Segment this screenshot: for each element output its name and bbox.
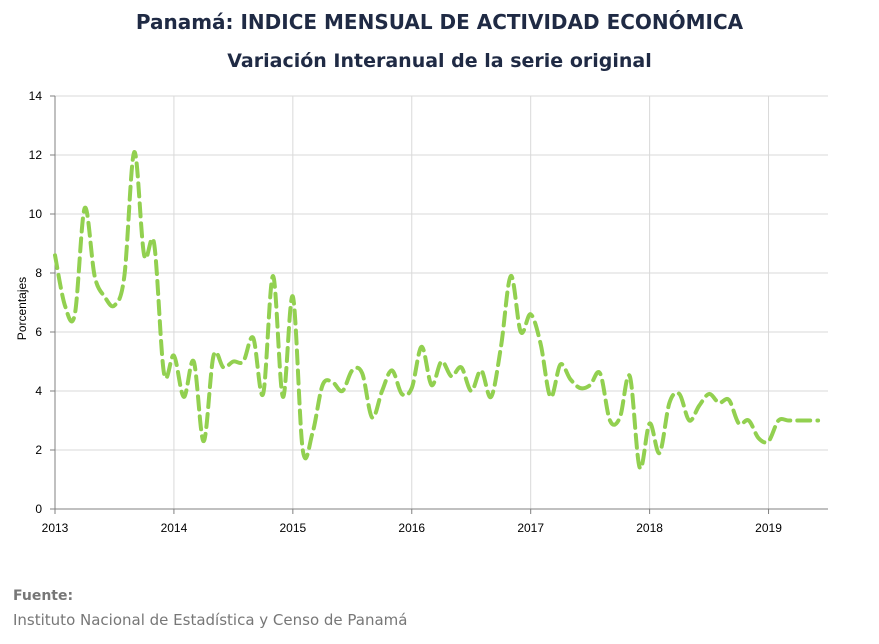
series-path bbox=[53, 150, 821, 471]
y-tick-label: 14 bbox=[29, 89, 43, 103]
y-tick-label: 6 bbox=[35, 325, 42, 339]
series-line bbox=[53, 150, 821, 471]
y-tick-labels: 0 2 4 6 8 10 12 14 bbox=[29, 89, 43, 516]
x-tick-label: 2018 bbox=[636, 521, 663, 535]
y-tick-label: 12 bbox=[29, 148, 43, 162]
x-tick-label: 2014 bbox=[161, 521, 188, 535]
source-heading: Fuente: bbox=[13, 588, 74, 604]
y-tick-label: 10 bbox=[29, 207, 43, 221]
y-tick-label: 2 bbox=[35, 443, 42, 457]
axes bbox=[50, 95, 828, 514]
y-axis-label: Porcentajes bbox=[15, 277, 29, 340]
x-tick-label: 2015 bbox=[279, 521, 306, 535]
grid-lines bbox=[55, 95, 828, 509]
chart-subtitle: Variación Interanual de la serie origina… bbox=[227, 50, 652, 72]
x-tick-label: 2016 bbox=[398, 521, 425, 535]
y-tick-label: 0 bbox=[35, 502, 42, 516]
source-text: Instituto Nacional de Estadística y Cens… bbox=[13, 611, 408, 629]
y-tick-label: 8 bbox=[35, 266, 42, 280]
x-tick-labels: 2013 2014 2015 2016 2017 2018 2019 bbox=[42, 521, 783, 535]
y-tick-label: 4 bbox=[35, 384, 42, 398]
chart-title: Panamá: INDICE MENSUAL DE ACTIVIDAD ECON… bbox=[135, 10, 744, 34]
x-tick-label: 2019 bbox=[755, 521, 782, 535]
x-tick-label: 2017 bbox=[517, 521, 544, 535]
x-tick-label: 2013 bbox=[42, 521, 69, 535]
